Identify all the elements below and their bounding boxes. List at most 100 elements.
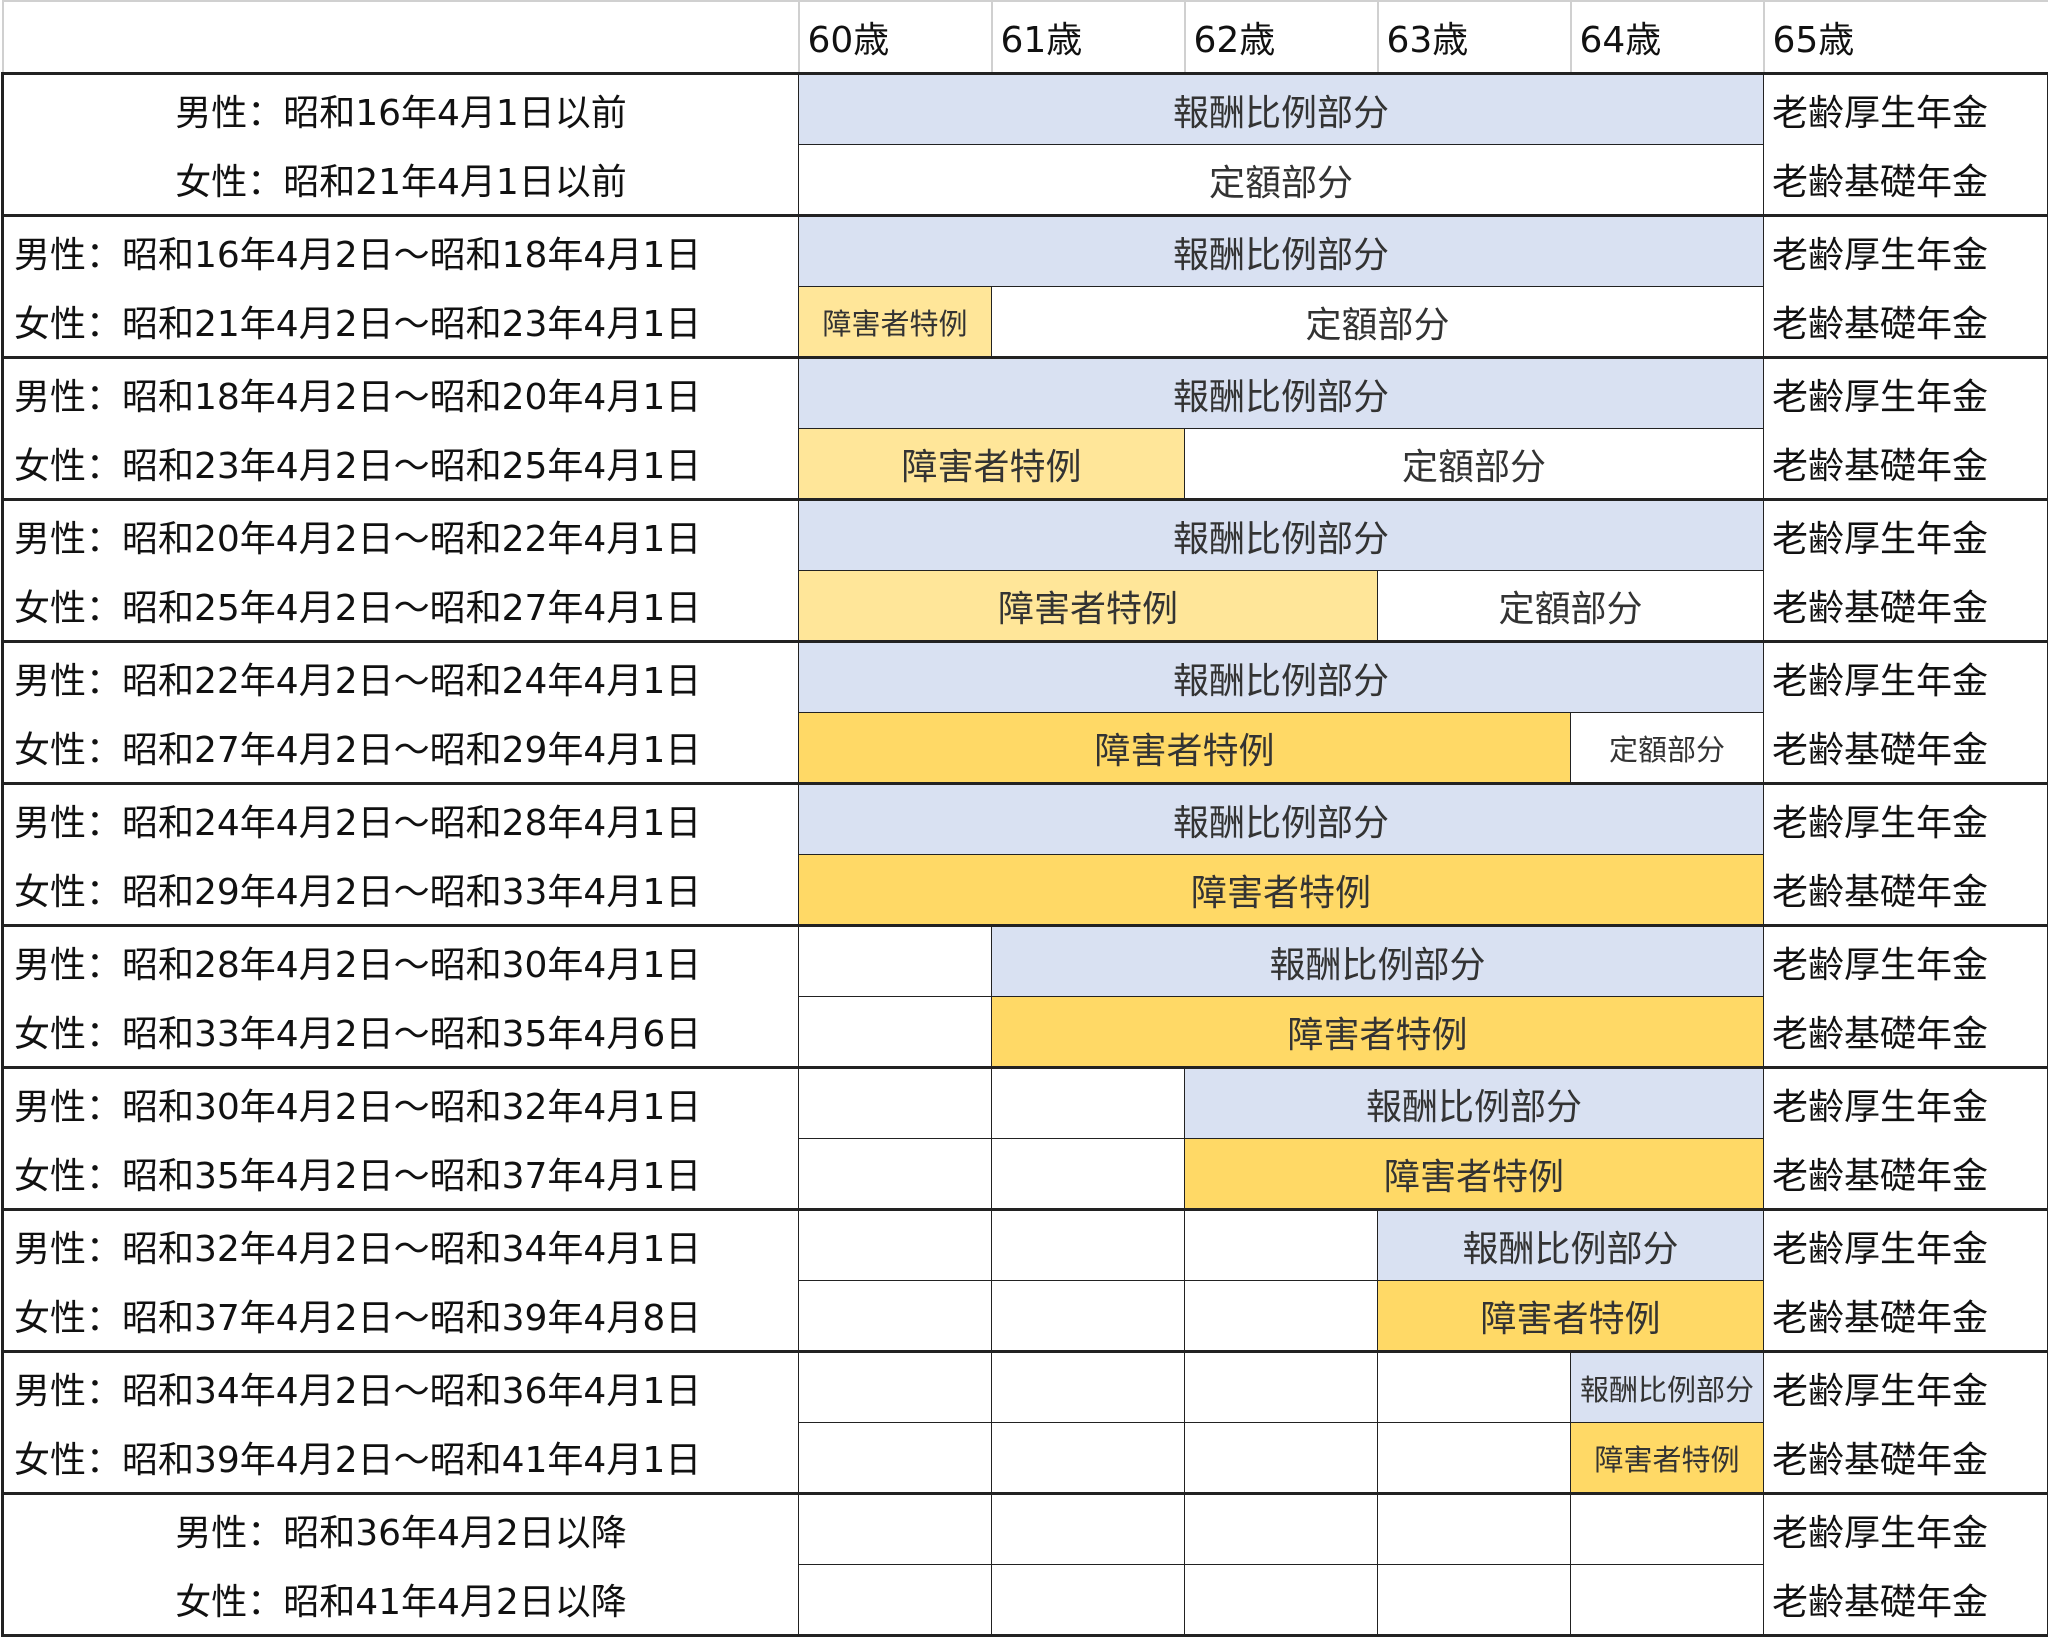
pension-type-label: 老齢厚生年金 xyxy=(1763,214,2048,287)
pension-type-label: 老齢基礎年金 xyxy=(1763,570,2048,642)
empty-cell xyxy=(798,1350,992,1423)
benefit-segment: 定額部分 xyxy=(798,144,1764,216)
benefit-segment: 報酬比例部分 xyxy=(1377,1208,1764,1281)
pension-type-label: 老齢厚生年金 xyxy=(1763,1208,2048,1281)
birthdate-label: 女性：昭和37年4月2日～昭和39年4月8日 xyxy=(1,1280,799,1352)
header-age: 62歳 xyxy=(1183,0,1379,75)
male-row: 男性：昭和28年4月2日～昭和30年4月1日 報酬比例部分 老齢厚生年金 xyxy=(1,924,2048,997)
benefit-segment: 報酬比例部分 xyxy=(1570,1350,1764,1423)
birthdate-label: 女性：昭和23年4月2日～昭和25年4月1日 xyxy=(1,428,799,500)
benefit-segment: 定額部分 xyxy=(1377,570,1764,642)
empty-cell xyxy=(991,1208,1185,1281)
male-row: 男性：昭和18年4月2日～昭和20年4月1日 報酬比例部分 老齢厚生年金 xyxy=(1,356,2048,429)
pension-type-label: 老齢基礎年金 xyxy=(1763,428,2048,500)
empty-cell xyxy=(1377,1350,1571,1423)
benefit-segment: 報酬比例部分 xyxy=(798,782,1764,855)
empty-cell xyxy=(1377,1422,1571,1494)
birthdate-label: 女性：昭和25年4月2日～昭和27年4月1日 xyxy=(1,570,799,642)
benefit-segment: 障害者特例 xyxy=(798,428,1185,500)
pension-type-label: 老齢基礎年金 xyxy=(1763,996,2048,1068)
empty-cell xyxy=(798,1280,992,1352)
birthdate-label: 女性：昭和29年4月2日～昭和33年4月1日 xyxy=(1,854,799,926)
male-row: 男性：昭和32年4月2日～昭和34年4月1日 報酬比例部分 老齢厚生年金 xyxy=(1,1208,2048,1281)
birthdate-label: 男性：昭和30年4月2日～昭和32年4月1日 xyxy=(1,1066,799,1139)
birthdate-label: 女性：昭和27年4月2日～昭和29年4月1日 xyxy=(1,712,799,784)
empty-cell xyxy=(991,1422,1185,1494)
male-row: 男性：昭和24年4月2日～昭和28年4月1日 報酬比例部分 老齢厚生年金 xyxy=(1,782,2048,855)
header-age: 61歳 xyxy=(990,0,1186,75)
male-row: 男性：昭和30年4月2日～昭和32年4月1日 報酬比例部分 老齢厚生年金 xyxy=(1,1066,2048,1139)
benefit-segment: 障害者特例 xyxy=(798,854,1764,926)
empty-cell xyxy=(1377,1564,1571,1637)
empty-cell xyxy=(991,1066,1185,1139)
birthdate-label: 男性：昭和20年4月2日～昭和22年4月1日 xyxy=(1,498,799,571)
birthdate-label: 女性：昭和35年4月2日～昭和37年4月1日 xyxy=(1,1138,799,1210)
benefit-segment: 報酬比例部分 xyxy=(991,924,1764,997)
pension-type-label: 老齢基礎年金 xyxy=(1763,286,2048,358)
pension-type-label: 老齢基礎年金 xyxy=(1763,1138,2048,1210)
empty-cell xyxy=(991,1350,1185,1423)
benefit-segment: 定額部分 xyxy=(1184,428,1764,500)
female-row: 女性：昭和27年4月2日～昭和29年4月1日 障害者特例 定額部分 老齢基礎年金 xyxy=(1,712,2048,784)
birthdate-label: 男性：昭和22年4月2日～昭和24年4月1日 xyxy=(1,640,799,713)
male-row: 男性：昭和22年4月2日～昭和24年4月1日 報酬比例部分 老齢厚生年金 xyxy=(1,640,2048,713)
birthdate-label: 女性：昭和41年4月2日以降 xyxy=(1,1564,799,1637)
header-age: 65歳 xyxy=(1762,0,2048,75)
pension-type-label: 老齢厚生年金 xyxy=(1763,1492,2048,1565)
empty-cell xyxy=(991,1564,1185,1637)
benefit-segment: 報酬比例部分 xyxy=(798,640,1764,713)
empty-cell xyxy=(798,1208,992,1281)
benefit-segment: 障害者特例 xyxy=(991,996,1764,1068)
birthdate-label: 女性：昭和21年4月2日～昭和23年4月1日 xyxy=(1,286,799,358)
birthdate-label: 女性：昭和21年4月1日以前 xyxy=(1,144,799,216)
pension-type-label: 老齢基礎年金 xyxy=(1763,1280,2048,1352)
benefit-segment: 報酬比例部分 xyxy=(798,214,1764,287)
female-row: 女性：昭和21年4月2日～昭和23年4月1日 障害者特例 定額部分 老齢基礎年金 xyxy=(1,286,2048,358)
empty-cell xyxy=(798,1066,992,1139)
pension-type-label: 老齢基礎年金 xyxy=(1763,712,2048,784)
pension-type-label: 老齢基礎年金 xyxy=(1763,144,2048,216)
empty-cell xyxy=(991,1492,1185,1565)
benefit-segment: 障害者特例 xyxy=(798,570,1378,642)
empty-cell xyxy=(798,1138,992,1210)
empty-cell xyxy=(1184,1564,1378,1637)
birthdate-label: 男性：昭和36年4月2日以降 xyxy=(1,1492,799,1565)
empty-cell xyxy=(1184,1422,1378,1494)
header-row: 60歳 61歳 62歳 63歳 64歳 65歳 xyxy=(1,0,2048,75)
benefit-segment: 報酬比例部分 xyxy=(798,498,1764,571)
header-age: 60歳 xyxy=(797,0,993,75)
pension-type-label: 老齢基礎年金 xyxy=(1763,1422,2048,1494)
birthdate-label: 男性：昭和24年4月2日～昭和28年4月1日 xyxy=(1,782,799,855)
pension-type-label: 老齢厚生年金 xyxy=(1763,782,2048,855)
male-row: 男性：昭和20年4月2日～昭和22年4月1日 報酬比例部分 老齢厚生年金 xyxy=(1,498,2048,571)
benefit-segment: 定額部分 xyxy=(1570,712,1764,784)
pension-type-label: 老齢厚生年金 xyxy=(1763,640,2048,713)
empty-cell xyxy=(1184,1350,1378,1423)
benefit-segment: 報酬比例部分 xyxy=(1184,1066,1764,1139)
birthdate-label: 男性：昭和16年4月1日以前 xyxy=(1,72,799,145)
empty-cell xyxy=(798,1492,992,1565)
female-row: 女性：昭和39年4月2日～昭和41年4月1日 障害者特例 老齢基礎年金 xyxy=(1,1422,2048,1494)
female-row: 女性：昭和23年4月2日～昭和25年4月1日 障害者特例 定額部分 老齢基礎年金 xyxy=(1,428,2048,500)
benefit-segment: 障害者特例 xyxy=(1570,1422,1764,1494)
pension-type-label: 老齢厚生年金 xyxy=(1763,1350,2048,1423)
male-row: 男性：昭和36年4月2日以降 老齢厚生年金 xyxy=(1,1492,2048,1565)
benefit-segment: 障害者特例 xyxy=(1184,1138,1764,1210)
male-row: 男性：昭和34年4月2日～昭和36年4月1日 報酬比例部分 老齢厚生年金 xyxy=(1,1350,2048,1423)
header-age: 63歳 xyxy=(1376,0,1572,75)
pension-type-label: 老齢厚生年金 xyxy=(1763,356,2048,429)
pension-type-label: 老齢厚生年金 xyxy=(1763,72,2048,145)
pension-type-label: 老齢厚生年金 xyxy=(1763,1066,2048,1139)
benefit-segment: 定額部分 xyxy=(991,286,1764,358)
female-row: 女性：昭和37年4月2日～昭和39年4月8日 障害者特例 老齢基礎年金 xyxy=(1,1280,2048,1352)
birthdate-label: 男性：昭和16年4月2日～昭和18年4月1日 xyxy=(1,214,799,287)
empty-cell xyxy=(1377,1492,1571,1565)
birthdate-label: 男性：昭和34年4月2日～昭和36年4月1日 xyxy=(1,1350,799,1423)
female-row: 女性：昭和33年4月2日～昭和35年4月6日 障害者特例 老齢基礎年金 xyxy=(1,996,2048,1068)
empty-cell xyxy=(798,1422,992,1494)
empty-cell xyxy=(991,1280,1185,1352)
pension-type-label: 老齢基礎年金 xyxy=(1763,854,2048,926)
empty-cell xyxy=(798,996,992,1068)
pension-type-label: 老齢基礎年金 xyxy=(1763,1564,2048,1637)
